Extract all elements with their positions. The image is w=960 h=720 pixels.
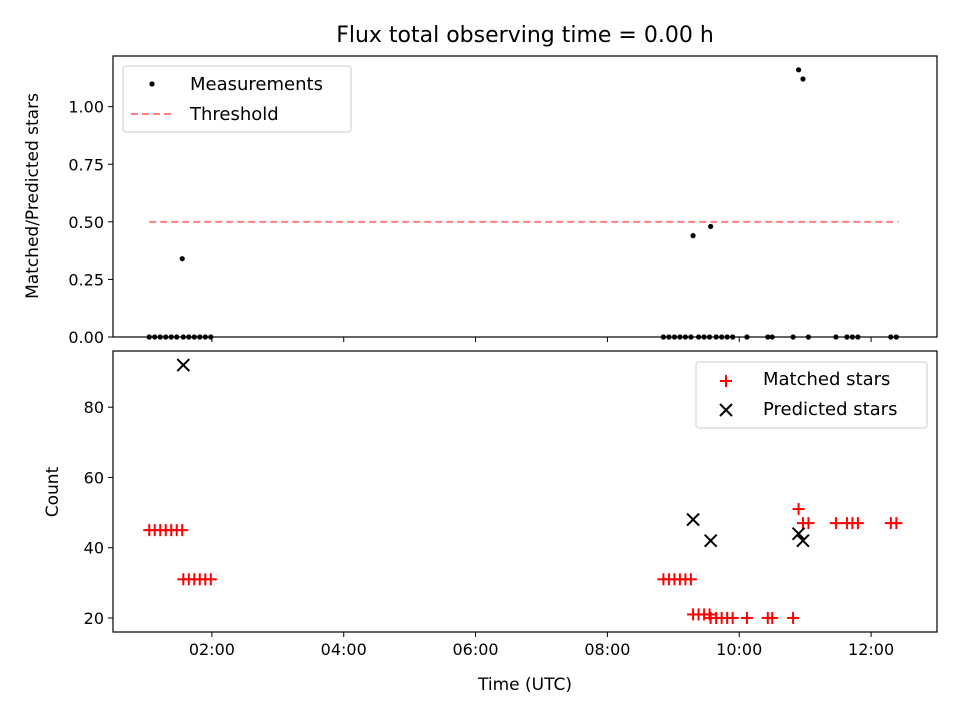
measurements-point [179,256,185,262]
bottom-xtick-label: 02:00 [189,640,235,659]
top-ytick-label: 0.75 [68,155,104,174]
bottom-xtick-label: 08:00 [584,640,630,659]
legend-measurements-marker [149,81,155,87]
legend-measurements-label: Measurements [190,74,323,95]
top-y-axis-label: Matched/Predicted stars [23,93,43,299]
matched-stars-point [766,611,779,624]
legend-matched-marker [720,375,732,387]
top-ytick-label: 0.00 [68,328,104,347]
matched-stars-point [792,503,805,516]
bottom-xtick-label: 10:00 [716,640,762,659]
matched-stars-point [802,517,815,530]
predicted-stars-point [703,533,718,548]
matched-stars-point [829,517,842,530]
measurements-point [800,76,806,82]
predicted-stars-point [686,512,700,527]
bottom-ytick-label: 60 [84,468,104,487]
bottom-y-axis-label: Count [43,466,63,517]
legend-predicted-label: Predicted stars [763,399,897,420]
matched-stars-point [740,611,753,624]
bottom-legend: Matched stars Predicted stars [695,361,928,429]
top-ytick-label: 0.25 [68,270,104,289]
chart-title: Flux total observing time = 0.00 h [336,23,714,48]
top-ytick-label: 0.50 [68,213,104,232]
legend-threshold-label: Threshold [189,104,279,125]
bottom-xtick-label: 04:00 [321,640,367,659]
bottom-ytick-label: 40 [84,539,104,558]
legend-matched-label: Matched stars [763,369,890,390]
matched-stars-point [176,524,189,537]
matched-stars-point [890,517,903,530]
top-legend: Measurements Threshold [122,65,352,133]
top-ytick-label: 1.00 [68,98,104,117]
measurements-point [708,223,714,230]
bottom-ytick-label: 20 [84,609,104,628]
bottom-xtick-label: 12:00 [848,640,894,659]
matched-stars-point [787,611,800,624]
predicted-stars-point [176,358,191,372]
top-axes-frame [112,55,938,338]
matched-stars-point [851,517,864,530]
bottom-axes: 20 40 60 80 02:00 04:00 06:00 08:00 10:00 12:00 [84,350,938,659]
matched-stars-point [726,611,739,624]
bottom-legend-box [695,361,928,429]
matched-stars-point [204,573,217,586]
measurements-point [690,233,696,239]
legend-predicted-marker [719,403,733,417]
top-legend-box [122,65,352,133]
top-axes: 0.00 0.25 0.50 0.75 1.00 [68,55,938,347]
bottom-axes-frame [112,350,938,633]
matched-stars-point [684,573,697,586]
predicted-stars-point [791,526,806,541]
measurements-point [795,67,802,73]
bottom-ytick-label: 80 [84,398,104,417]
predicted-stars-point [796,533,810,548]
x-axis-label: Time (UTC) [477,675,572,695]
bottom-xtick-label: 06:00 [453,640,499,659]
